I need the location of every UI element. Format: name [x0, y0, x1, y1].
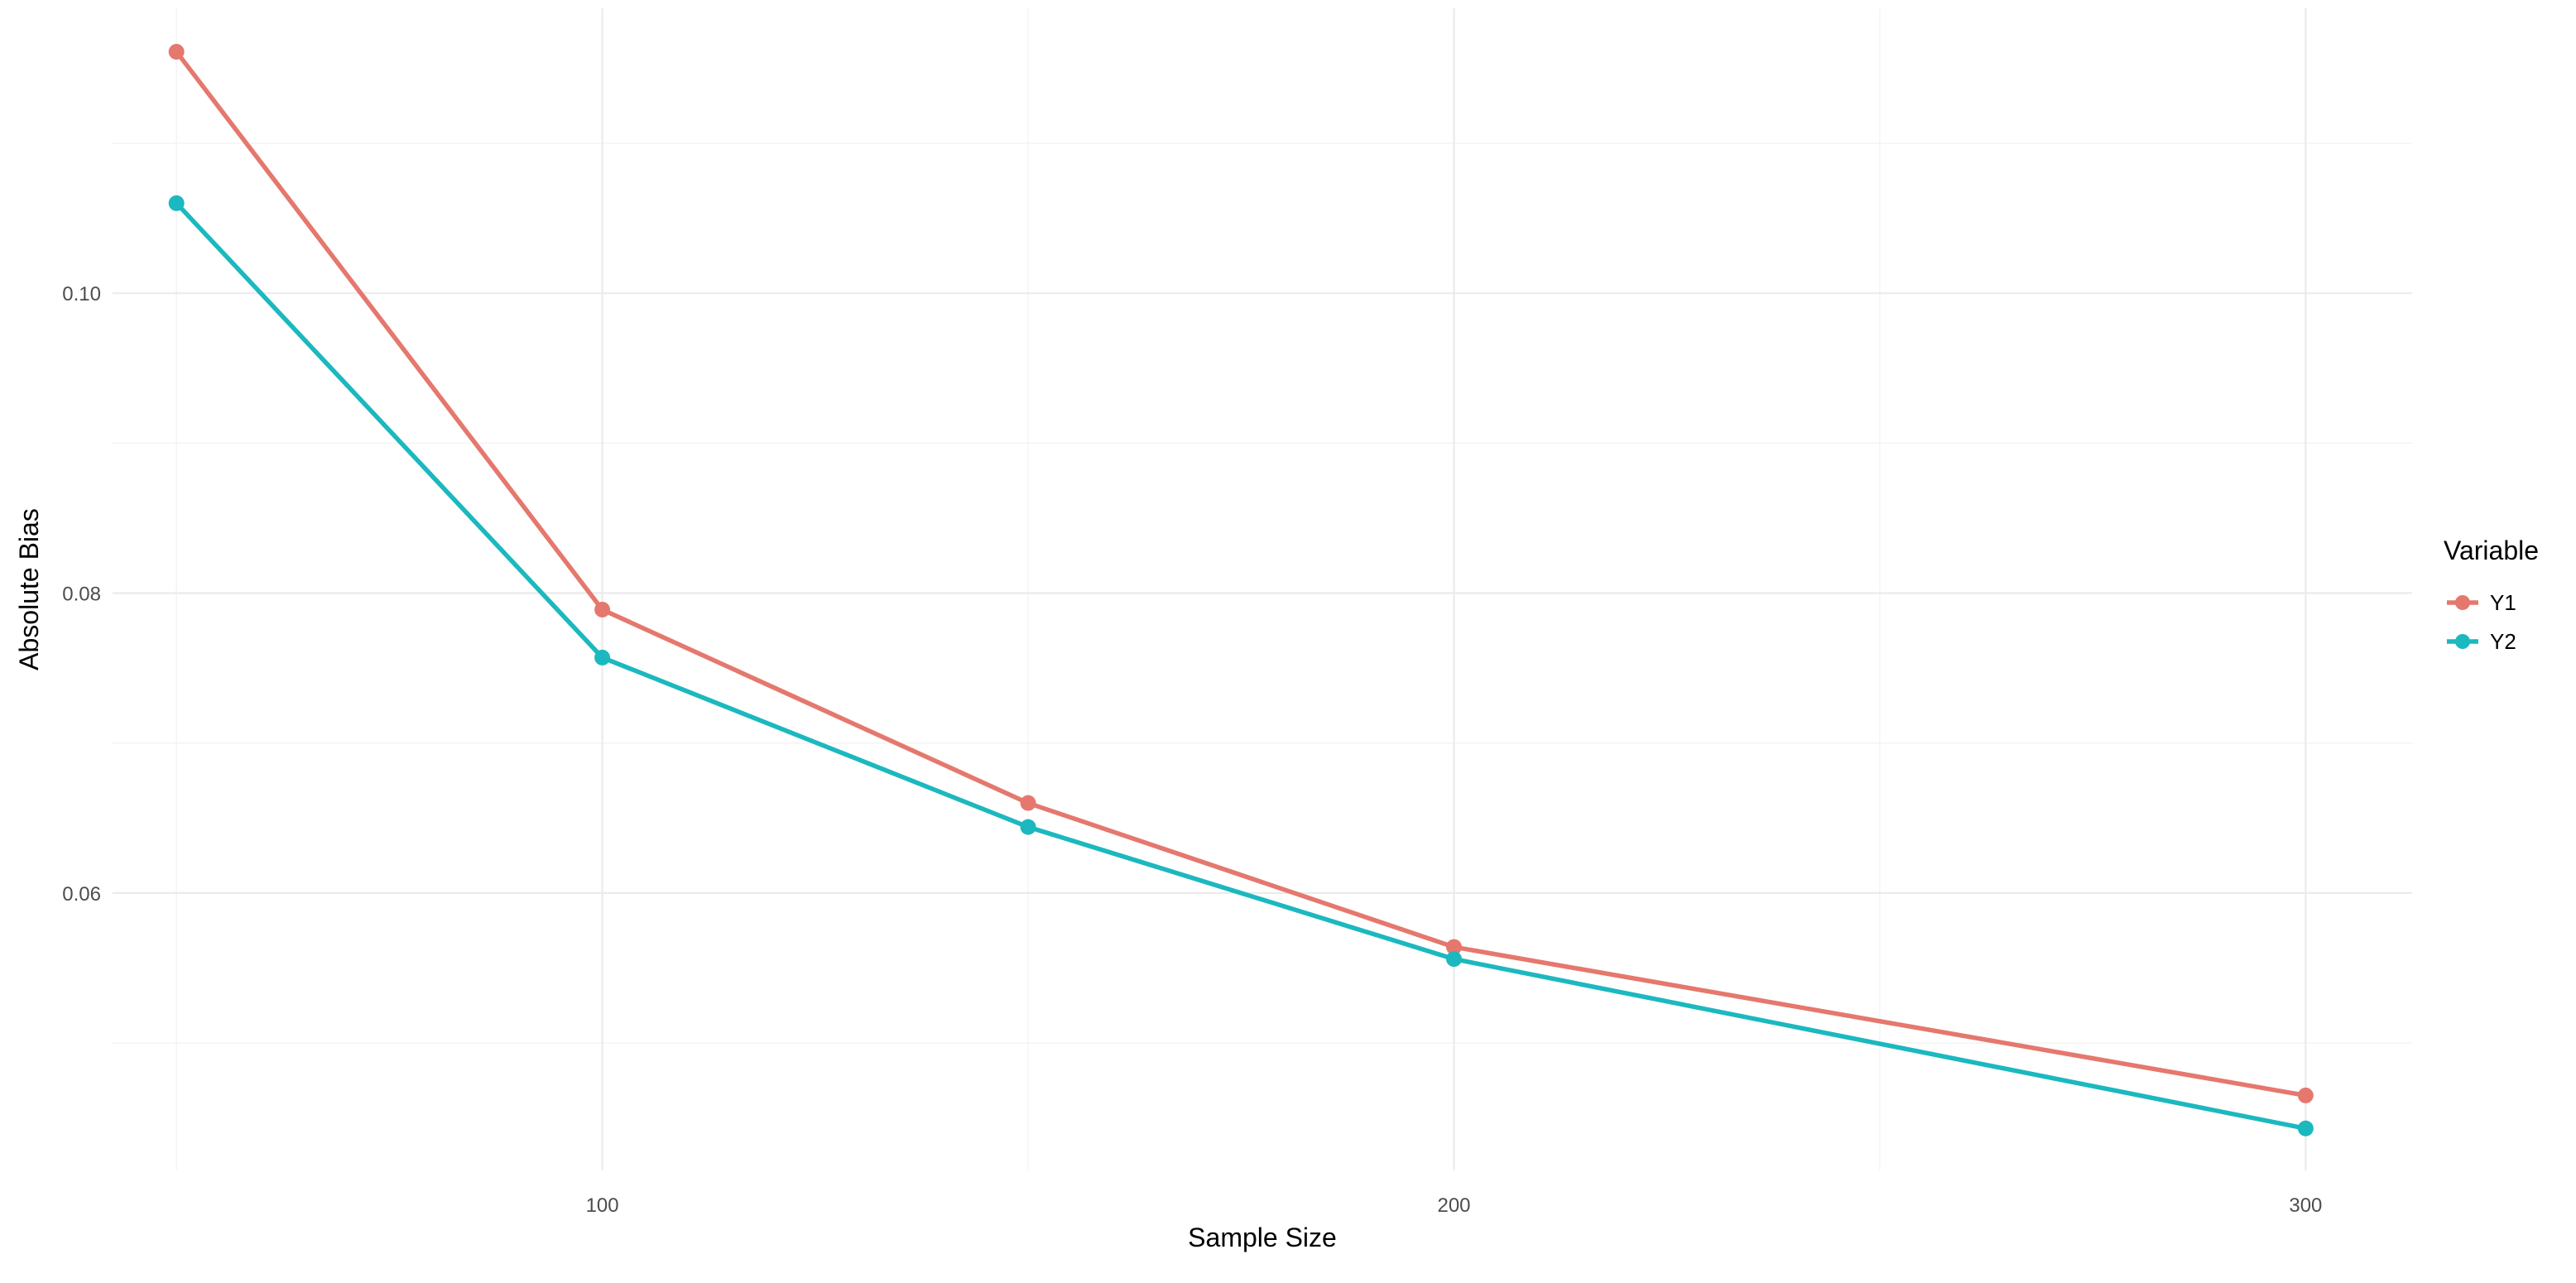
data-point-y1-150 [1020, 795, 1036, 811]
x-axis-tick-labels: 100 200 300 [586, 1194, 2323, 1217]
data-point-y1-300 [2297, 1087, 2314, 1103]
data-point-y2-150 [1020, 819, 1036, 835]
y-axis-title: Absolute Bias [14, 508, 44, 670]
legend-items: Y1 Y2 [2447, 590, 2516, 654]
series-y2 [168, 195, 2314, 1136]
data-point-y2-200 [1446, 951, 1462, 968]
data-point-y2-50 [168, 195, 185, 212]
series-line-y1 [174, 49, 2309, 1098]
series-group [168, 44, 2314, 1136]
series-line-y2 [174, 200, 2309, 1132]
x-tick-label: 300 [2289, 1194, 2322, 1217]
legend: Variable Y1 Y2 [2444, 536, 2539, 654]
y-axis-tick-labels: 0.06 0.08 0.10 [62, 283, 101, 906]
data-point-y2-300 [2297, 1120, 2314, 1136]
series-y1 [168, 44, 2314, 1103]
data-point-y2-100 [594, 649, 611, 666]
y-tick-label: 0.10 [62, 283, 101, 305]
plot-panel [113, 8, 2412, 1170]
x-tick-label: 200 [1437, 1194, 1470, 1217]
x-axis-title: Sample Size [1188, 1223, 1337, 1252]
legend-key-point [2455, 634, 2470, 649]
major-gridlines [113, 8, 2412, 1170]
data-point-y1-100 [594, 601, 611, 617]
legend-title: Variable [2444, 536, 2539, 565]
minor-gridlines [113, 8, 2412, 1170]
legend-label: Y1 [2490, 590, 2516, 615]
legend-key-point [2455, 595, 2470, 610]
legend-item-y1: Y1 [2447, 590, 2516, 615]
x-tick-label: 100 [586, 1194, 619, 1217]
y-tick-label: 0.08 [62, 584, 101, 606]
legend-item-y2: Y2 [2447, 629, 2516, 654]
y-tick-label: 0.06 [62, 883, 101, 906]
data-point-y1-200 [1446, 939, 1462, 955]
legend-label: Y2 [2490, 629, 2516, 654]
data-point-y1-50 [168, 44, 185, 60]
